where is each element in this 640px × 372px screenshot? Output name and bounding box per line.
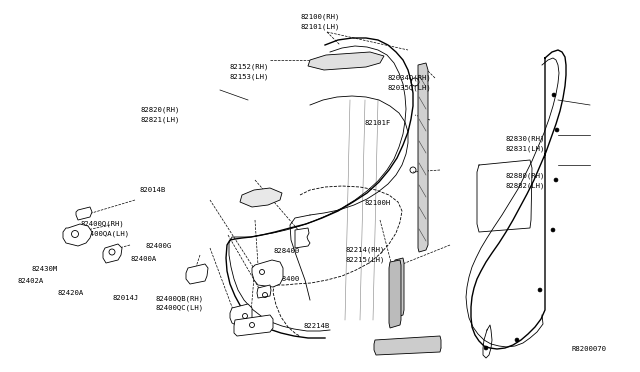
Text: 82101F: 82101F	[364, 120, 391, 126]
Polygon shape	[230, 304, 252, 326]
Text: 82034Q(RH): 82034Q(RH)	[388, 75, 431, 81]
Text: 82035Q(LH): 82035Q(LH)	[388, 85, 431, 92]
Ellipse shape	[484, 346, 488, 350]
Text: 82402A: 82402A	[17, 278, 44, 284]
Polygon shape	[240, 188, 282, 207]
Ellipse shape	[515, 338, 519, 342]
Polygon shape	[252, 260, 283, 287]
Ellipse shape	[554, 178, 558, 182]
Polygon shape	[295, 228, 310, 248]
Text: 82882(LH): 82882(LH)	[505, 182, 545, 189]
Text: 82821(LH): 82821(LH)	[140, 116, 180, 123]
Text: 82820(RH): 82820(RH)	[140, 106, 180, 113]
Text: 82100(RH): 82100(RH)	[300, 13, 340, 20]
Text: 82880(RH): 82880(RH)	[505, 172, 545, 179]
Ellipse shape	[552, 93, 556, 97]
Polygon shape	[63, 224, 92, 246]
Text: R8200070: R8200070	[572, 346, 606, 352]
Text: 82400A: 82400A	[131, 256, 157, 262]
Text: 82400Q(RH): 82400Q(RH)	[81, 221, 124, 227]
Text: 828400: 828400	[273, 276, 300, 282]
Text: 82101(LH): 82101(LH)	[300, 23, 340, 30]
Polygon shape	[257, 285, 271, 298]
Polygon shape	[103, 244, 122, 263]
Text: 82014J: 82014J	[112, 295, 139, 301]
Text: 82420A: 82420A	[57, 290, 84, 296]
Text: 82214B: 82214B	[303, 323, 330, 328]
Text: 82400G: 82400G	[145, 243, 172, 248]
Polygon shape	[76, 207, 92, 220]
Ellipse shape	[555, 128, 559, 132]
Polygon shape	[374, 336, 441, 355]
Polygon shape	[234, 315, 273, 336]
Text: 82831(LH): 82831(LH)	[505, 145, 545, 152]
Polygon shape	[389, 260, 401, 328]
Text: 82215(LH): 82215(LH)	[345, 256, 385, 263]
Polygon shape	[418, 63, 428, 252]
Polygon shape	[308, 52, 384, 70]
Text: 82214(RH): 82214(RH)	[345, 247, 385, 253]
Ellipse shape	[538, 288, 542, 292]
Polygon shape	[394, 258, 404, 318]
Text: 82400QA(LH): 82400QA(LH)	[81, 230, 130, 237]
Polygon shape	[186, 264, 208, 284]
Text: 82430M: 82430M	[31, 266, 58, 272]
Text: 82400QC(LH): 82400QC(LH)	[155, 305, 204, 311]
Text: 82400QB(RH): 82400QB(RH)	[155, 295, 204, 302]
Text: 82830(RH): 82830(RH)	[505, 135, 545, 142]
Ellipse shape	[551, 228, 555, 232]
Text: 82153(LH): 82153(LH)	[230, 74, 269, 80]
Text: 828400: 828400	[273, 248, 300, 254]
Text: 82100H: 82100H	[364, 200, 391, 206]
Text: 82014B: 82014B	[139, 187, 166, 193]
Text: 82152(RH): 82152(RH)	[230, 64, 269, 70]
